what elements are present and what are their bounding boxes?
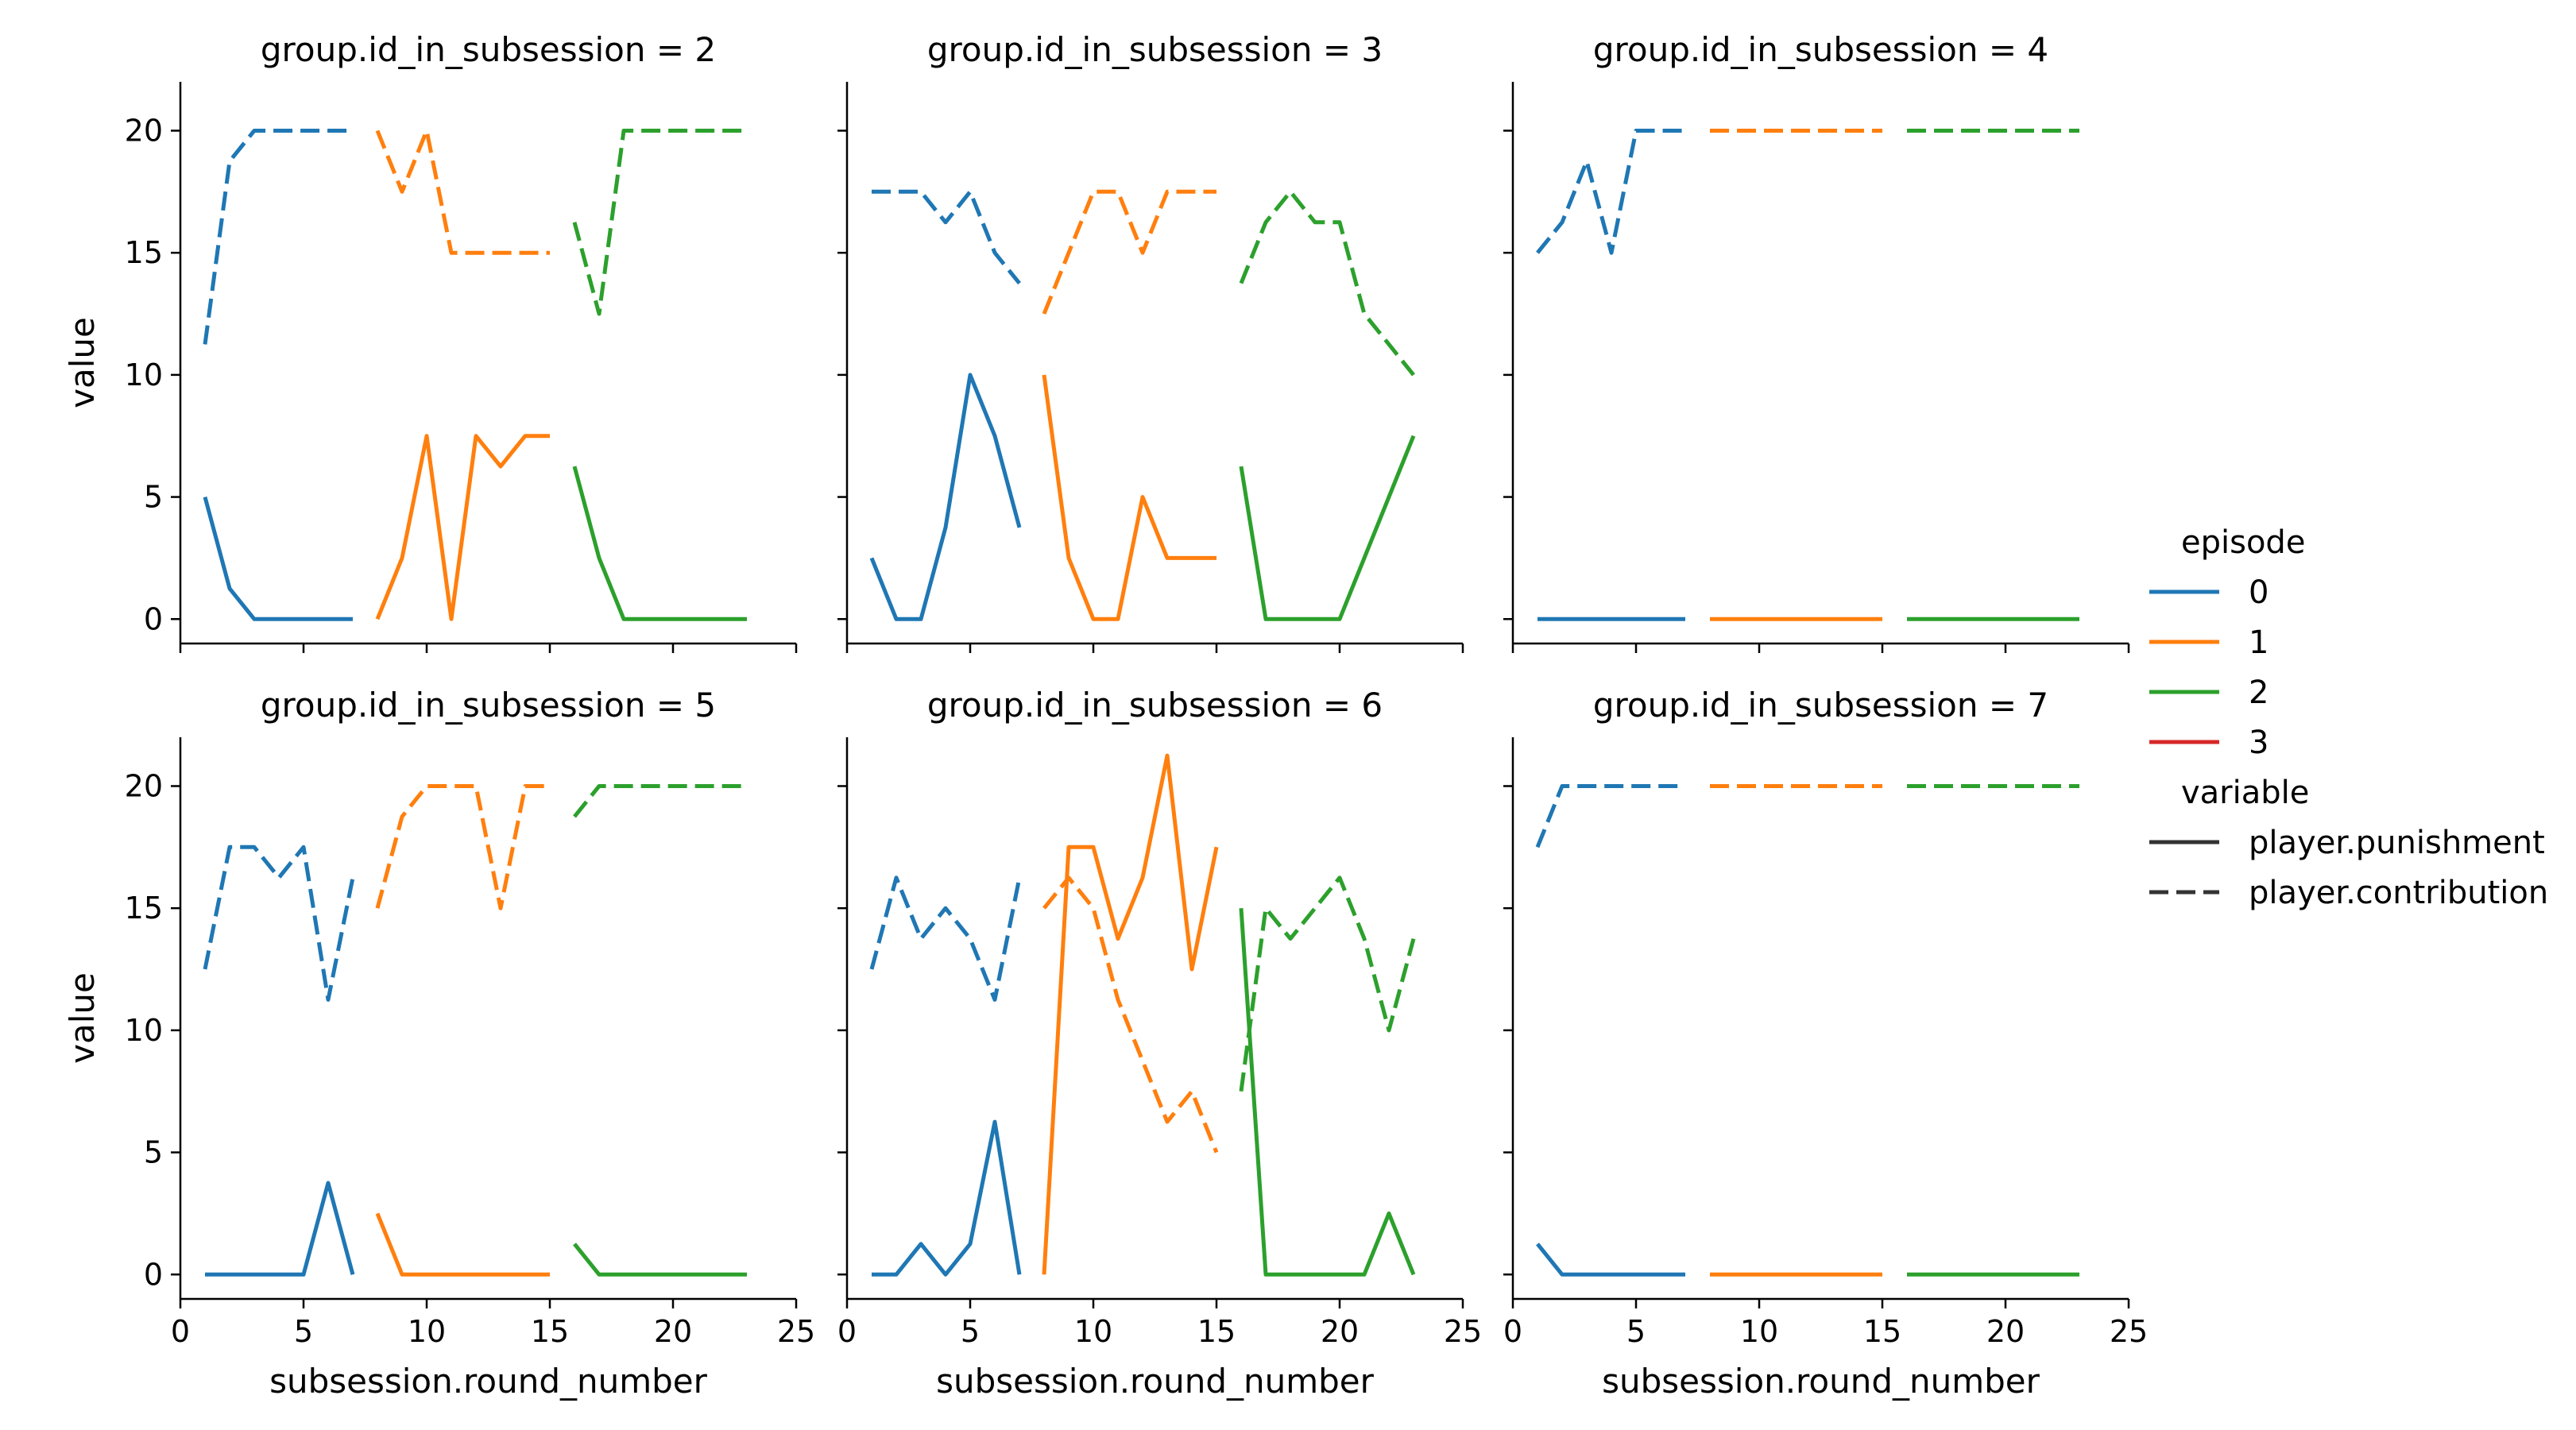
- x-tick-label: 15: [1197, 1314, 1236, 1349]
- x-tick-label: 5: [294, 1314, 313, 1349]
- series-line: [375, 129, 550, 255]
- panel-title: group.id_in_subsession = 5: [261, 686, 716, 725]
- y-tick-label: 15: [125, 891, 163, 926]
- y-tick-label: 0: [144, 601, 163, 636]
- x-tick-label: 20: [1321, 1314, 1359, 1349]
- x-tick-label: 0: [171, 1314, 190, 1349]
- x-tick-label: 0: [837, 1314, 857, 1349]
- series-line: [1042, 189, 1216, 315]
- x-tick-label: 10: [408, 1314, 446, 1349]
- x-tick-label: 10: [1074, 1314, 1112, 1349]
- legend-label: 2: [2249, 674, 2269, 711]
- legend-label: player.punishment: [2249, 825, 2545, 861]
- series-line: [1042, 374, 1216, 621]
- series-line: [1239, 189, 1415, 377]
- legend-title-episode: episode: [2181, 524, 2305, 561]
- x-tick-label: 25: [2110, 1314, 2148, 1349]
- series-line: [1536, 129, 1685, 255]
- series-line: [375, 1212, 550, 1277]
- series-line: [1239, 908, 1416, 1277]
- series-line: [869, 875, 1022, 1002]
- x-tick-label: 20: [1986, 1314, 2025, 1349]
- series-line: [203, 844, 355, 1002]
- legend-label: player.contribution: [2249, 875, 2548, 911]
- legend-label: 1: [2249, 624, 2269, 661]
- series-line: [872, 189, 1021, 285]
- panel-title: group.id_in_subsession = 4: [1593, 30, 2048, 69]
- series-line: [205, 1181, 355, 1277]
- panel: group.id_in_subsession = 4: [1503, 30, 2130, 653]
- x-tick-label: 25: [777, 1314, 815, 1349]
- series-line: [869, 373, 1022, 621]
- x-tick-label: 0: [1503, 1314, 1522, 1349]
- y-tick-label: 10: [125, 1013, 163, 1048]
- series-line: [1536, 1243, 1685, 1277]
- x-axis-label: subsession.round_number: [936, 1362, 1375, 1401]
- y-tick-label: 10: [125, 358, 163, 392]
- series-line: [573, 784, 747, 818]
- panel-grid: group.id_in_subsession = 205101520valueg…: [63, 30, 2148, 1401]
- series-line: [1239, 875, 1416, 1092]
- series-line: [872, 1119, 1022, 1277]
- x-tick-label: 15: [1863, 1314, 1901, 1349]
- panel: group.id_in_subsession = 3: [837, 30, 1464, 653]
- y-tick-label: 5: [144, 480, 163, 515]
- legend-label: 0: [2249, 574, 2269, 611]
- x-tick-label: 25: [1444, 1314, 1482, 1349]
- series-line: [375, 784, 550, 910]
- y-tick-label: 20: [125, 768, 163, 803]
- series-line: [1042, 875, 1219, 1154]
- y-axis-label: value: [63, 972, 102, 1064]
- x-tick-label: 15: [531, 1314, 569, 1349]
- y-axis-label: value: [63, 317, 102, 408]
- y-tick-label: 15: [125, 235, 163, 270]
- panel: group.id_in_subsession = 6 0 5 10 15 20 25 subs…: [837, 686, 1482, 1401]
- series-line: [573, 1243, 747, 1277]
- legend-label: 3: [2249, 725, 2269, 761]
- panel: group.id_in_subsession = 7 0 5 10 15 20 25 subs…: [1503, 686, 2148, 1401]
- y-tick-label: 0: [144, 1257, 163, 1292]
- series-line: [375, 434, 550, 621]
- series-line: [1042, 753, 1219, 1275]
- legend-title-variable: variable: [2181, 775, 2309, 811]
- legend: episode 0 1 2 3 variable player.punishment play…: [2149, 524, 2548, 911]
- x-tick-label: 10: [1740, 1314, 1778, 1349]
- series-line: [572, 129, 747, 316]
- x-tick-label: 20: [654, 1314, 692, 1349]
- panel-title: group.id_in_subsession = 6: [927, 686, 1383, 725]
- y-tick-label: 5: [144, 1135, 163, 1170]
- panel: group.id_in_subsession = 2 0 5 10 15 20 value: [63, 30, 798, 653]
- panel-title: group.id_in_subsession = 2: [261, 30, 716, 69]
- x-tick-label: 5: [961, 1314, 980, 1349]
- series-line: [203, 496, 353, 621]
- y-tick-label: 20: [125, 113, 163, 148]
- panel-title: group.id_in_subsession = 7: [1593, 686, 2048, 725]
- x-tick-label: 5: [1626, 1314, 1646, 1349]
- x-axis-label: subsession.round_number: [269, 1362, 708, 1401]
- series-line: [203, 129, 353, 345]
- series-line: [1535, 784, 1685, 848]
- series-line: [1239, 435, 1416, 621]
- panel: group.id_in_subsession = 5 0 5 10 15 20 0 5 10 15…: [63, 686, 815, 1401]
- x-axis-label: subsession.round_number: [1602, 1362, 2040, 1401]
- panel-title: group.id_in_subsession = 3: [927, 30, 1383, 69]
- series-line: [572, 466, 747, 621]
